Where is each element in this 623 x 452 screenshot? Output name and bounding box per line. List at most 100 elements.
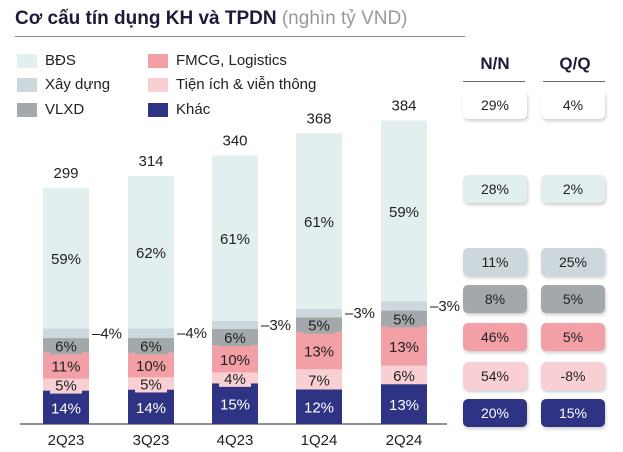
bar-segment: [212, 320, 258, 330]
cell-nn: 29%: [463, 91, 527, 119]
chart-title: Cơ cấu tín dụng KH và TPDN (nghìn tỷ VND…: [15, 8, 408, 30]
header-nn: N/N: [480, 54, 510, 73]
data-label: 15%: [220, 397, 250, 414]
title-text: Cơ cấu tín dụng KH và TPDN: [15, 8, 277, 29]
data-label: 13%: [389, 397, 419, 414]
data-label: 61%: [304, 214, 334, 231]
label-bg: [50, 375, 82, 394]
label-bg: [50, 356, 82, 375]
label-bg: [50, 398, 82, 417]
legend-xay-dung: Xây dựng: [17, 76, 110, 93]
data-label: 7%: [308, 372, 330, 389]
data-label: –4%: [92, 325, 122, 342]
label-bg: [303, 341, 335, 360]
data-label: 5%: [393, 311, 415, 328]
data-label: 5%: [55, 378, 77, 395]
label-bg: [50, 336, 82, 355]
data-label: 13%: [304, 344, 334, 361]
total-label: 314: [138, 153, 163, 170]
data-label: 10%: [136, 358, 166, 375]
data-label: 59%: [51, 251, 81, 268]
total-label: 299: [53, 165, 78, 182]
cell-nn: 28%: [463, 175, 527, 203]
cell-qq: 25%: [541, 248, 605, 276]
data-label: –3%: [261, 317, 291, 334]
data-label: 14%: [51, 400, 81, 417]
label-bg: [219, 349, 251, 368]
legend-fmcg: FMCG, Logistics: [148, 52, 287, 69]
data-label: 12%: [304, 400, 334, 417]
data-label: 10%: [220, 352, 250, 369]
header-qq: Q/Q: [559, 54, 591, 73]
data-label: 6%: [140, 338, 162, 355]
legend-bds: BĐS: [17, 52, 76, 69]
bar-segment: [43, 187, 89, 329]
x-tick-label: 2Q23: [48, 432, 85, 449]
label-bg: [303, 315, 335, 334]
cell-nn: 8%: [463, 285, 527, 313]
x-tick-label: 1Q24: [301, 432, 338, 449]
cell-nn: 46%: [463, 323, 527, 351]
data-label: 4%: [224, 371, 246, 388]
label-bg: [303, 370, 335, 389]
bar-segment: [381, 301, 427, 311]
x-tick-label: 4Q23: [217, 432, 254, 449]
header-nn-line: [463, 81, 525, 82]
label-bg: [388, 365, 420, 384]
label-bg: [219, 368, 251, 387]
cell-qq: 5%: [541, 285, 605, 313]
cell-qq: 5%: [541, 323, 605, 351]
label-bg: [219, 328, 251, 347]
cell-qq: 4%: [541, 91, 605, 119]
total-label: 384: [391, 98, 416, 115]
data-label: –3%: [430, 298, 460, 315]
label-bg: [388, 309, 420, 328]
bar-segment: [212, 155, 258, 321]
data-label: 6%: [55, 338, 77, 355]
bar-segment: [296, 308, 342, 318]
data-label: 14%: [136, 400, 166, 417]
legend-vlxd: VLXD: [17, 101, 84, 118]
data-label: 6%: [393, 368, 415, 385]
data-label: 13%: [389, 339, 419, 356]
cell-nn: 54%: [463, 362, 527, 390]
cell-qq: 2%: [541, 175, 605, 203]
data-label: 62%: [136, 245, 166, 262]
data-label: 5%: [140, 376, 162, 393]
header-qq-line: [543, 81, 605, 82]
legend-tien-ich: Tiện ích & viễn thông: [148, 76, 316, 93]
label-bg: [219, 394, 251, 413]
bar-segment: [296, 133, 342, 309]
data-label: –3%: [345, 305, 375, 322]
data-label: –4%: [177, 325, 207, 342]
label-bg: [135, 374, 167, 393]
total-label: 368: [306, 110, 331, 127]
bar-segment: [43, 328, 89, 339]
data-label: 11%: [52, 359, 81, 376]
unit-text: (nghìn tỷ VND): [281, 8, 408, 29]
cell-qq: -8%: [541, 362, 605, 390]
data-label: 59%: [389, 204, 419, 221]
x-tick-label: 2Q24: [386, 432, 423, 449]
bar-segment: [381, 120, 427, 302]
cell-qq: 15%: [541, 399, 605, 427]
label-bg: [388, 395, 420, 414]
label-bg: [388, 336, 420, 355]
cell-nn: 20%: [463, 399, 527, 427]
data-label: 61%: [220, 231, 250, 248]
label-bg: [303, 397, 335, 416]
label-bg: [135, 356, 167, 375]
label-bg: [135, 336, 167, 355]
bar-segment: [128, 175, 174, 329]
title-divider: [15, 36, 465, 37]
x-tick-label: 3Q23: [133, 432, 170, 449]
cell-nn: 11%: [463, 248, 527, 276]
total-label: 340: [222, 132, 247, 149]
label-bg: [135, 397, 167, 416]
legend-khac: Khác: [148, 101, 210, 118]
data-label: 5%: [308, 318, 330, 335]
data-label: 6%: [224, 330, 246, 347]
bar-segment: [128, 328, 174, 339]
